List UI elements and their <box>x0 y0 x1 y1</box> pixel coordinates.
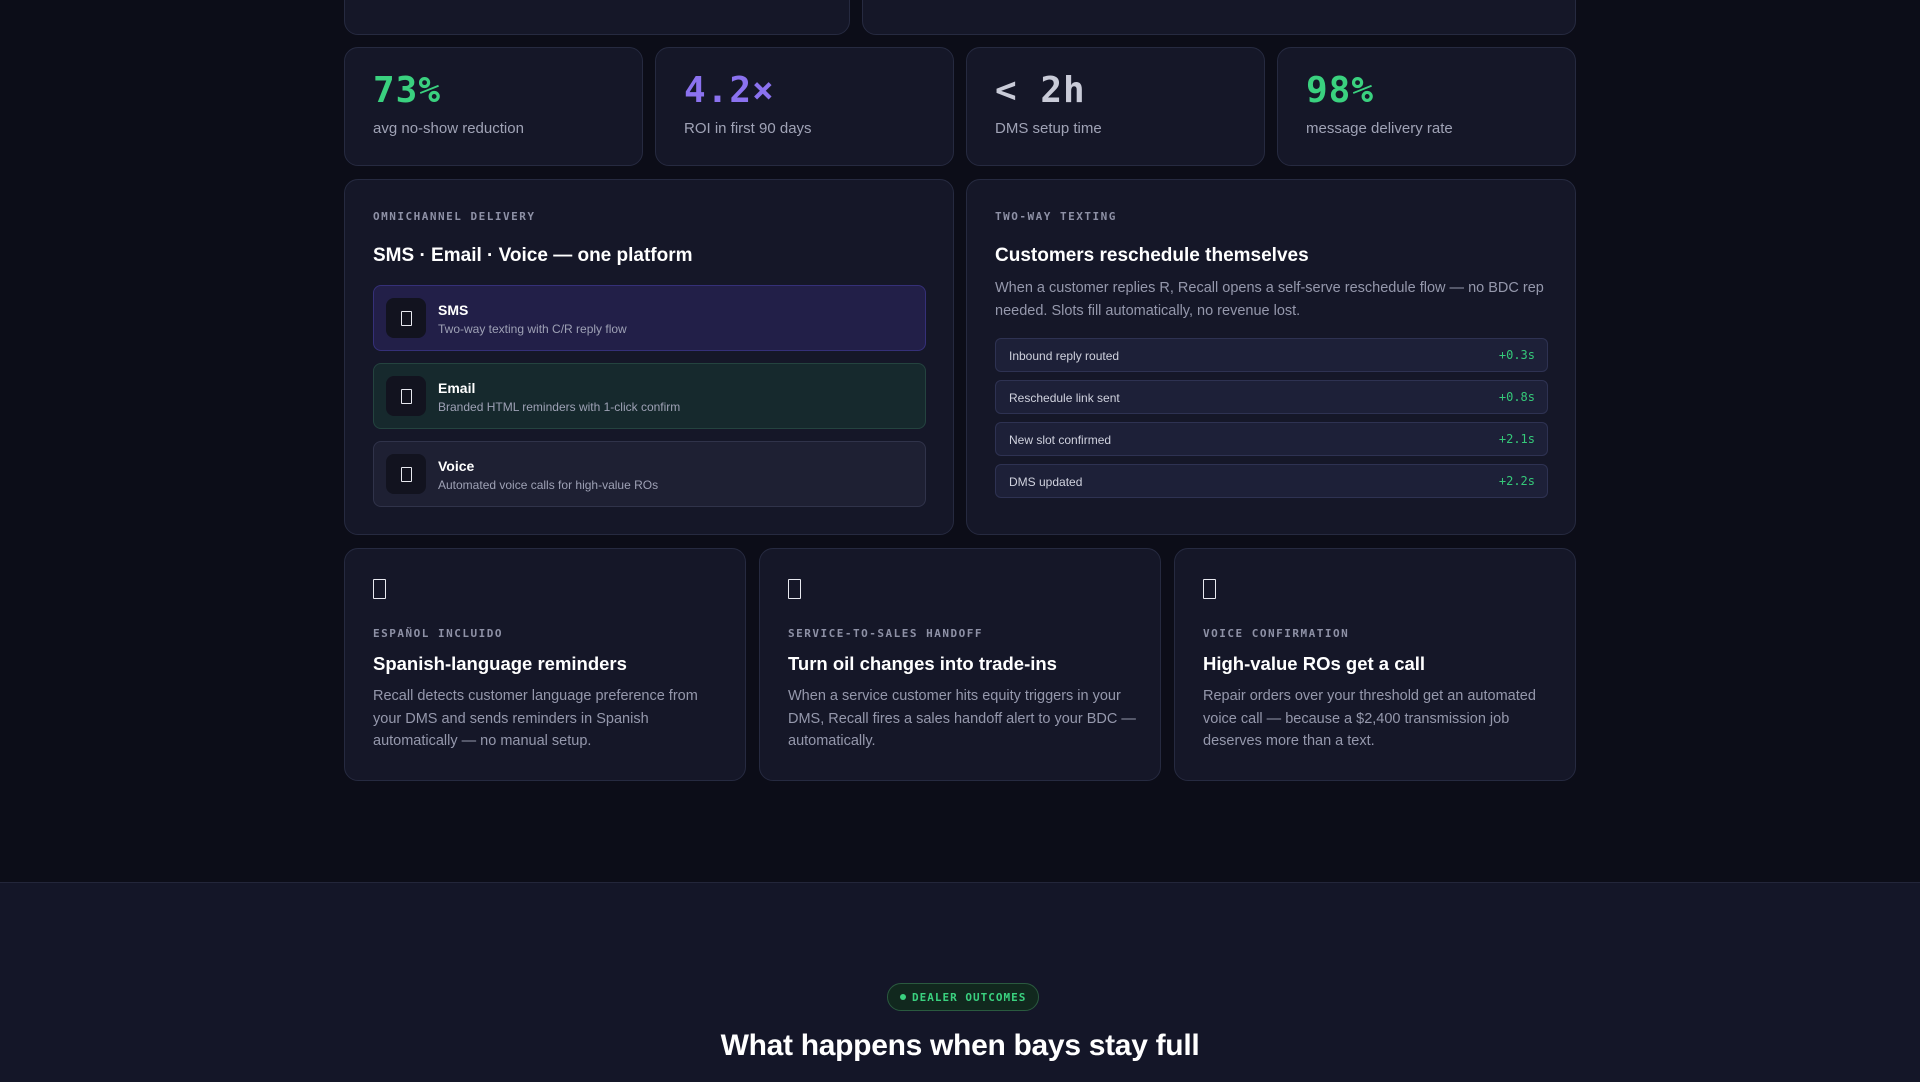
timeline-label: DMS updated <box>1009 475 1083 489</box>
feature-eyebrow: VOICE CONFIRMATION <box>1203 627 1350 640</box>
timeline-row: DMS updated +2.2s <box>995 464 1548 498</box>
badge-dot-icon <box>900 994 906 1000</box>
phone-icon <box>386 454 426 494</box>
message-icon <box>386 298 426 338</box>
feature-eyebrow: SERVICE-TO-SALES HANDOFF <box>788 627 983 640</box>
globe-icon <box>373 579 393 607</box>
stat-card-no-show: 73% avg no-show reduction <box>344 47 643 166</box>
feature-body: Recall detects customer language prefere… <box>373 688 698 749</box>
timeline-time: +2.2s <box>1498 474 1535 488</box>
timeline-row: New slot confirmed +2.1s <box>995 422 1548 456</box>
feature-card-handoff: SERVICE-TO-SALES HANDOFF Turn oil change… <box>759 548 1161 781</box>
two-way-title: Customers reschedule themselves <box>995 245 1309 266</box>
section-title: What happens when bays stay full <box>720 1029 1200 1062</box>
timeline-time: +2.1s <box>1498 432 1535 446</box>
feature-body: When a service customer hits equity trig… <box>788 688 1136 749</box>
top-card-left <box>344 0 850 35</box>
stat-card-delivery: 98% message delivery rate <box>1277 47 1576 166</box>
feature-title: Turn oil changes into trade-ins <box>788 653 1057 674</box>
stat-card-setup: < 2h DMS setup time <box>966 47 1265 166</box>
stat-value: 98% <box>1306 70 1375 111</box>
top-card-right <box>862 0 1576 35</box>
handoff-icon <box>788 579 808 607</box>
timeline-label: Inbound reply routed <box>1009 349 1120 363</box>
stat-label: DMS setup time <box>995 120 1102 137</box>
timeline-time: +0.8s <box>1498 390 1535 404</box>
channel-voice[interactable]: Voice Automated voice calls for high-val… <box>373 441 926 507</box>
channel-name: SMS <box>438 302 469 318</box>
feature-card-spanish: ESPAÑOL INCLUIDO Spanish-language remind… <box>344 548 746 781</box>
section-badge: DEALER OUTCOMES <box>887 983 1040 1011</box>
channel-desc: Two-way texting with C/R reply flow <box>438 322 627 336</box>
channel-desc: Automated voice calls for high-value ROs <box>438 478 659 492</box>
stat-card-roi: 4.2× ROI in first 90 days <box>655 47 954 166</box>
two-way-card: TWO-WAY TEXTING Customers reschedule the… <box>966 179 1576 535</box>
stat-value: 4.2× <box>684 70 775 111</box>
feature-body: Repair orders over your threshold get an… <box>1203 688 1536 749</box>
timeline-row: Reschedule link sent +0.8s <box>995 380 1548 414</box>
channel-name: Voice <box>438 458 475 474</box>
omnichannel-card: OMNICHANNEL DELIVERY SMS · Email · Voice… <box>344 179 954 535</box>
timeline-time: +0.3s <box>1498 348 1535 362</box>
omnichannel-title: SMS · Email · Voice — one platform <box>373 245 693 266</box>
badge-label: DEALER OUTCOMES <box>912 990 1027 1004</box>
two-way-eyebrow: TWO-WAY TEXTING <box>995 210 1117 223</box>
phone-icon <box>1203 579 1223 607</box>
mail-icon <box>386 376 426 416</box>
stat-label: ROI in first 90 days <box>684 120 812 137</box>
feature-title: Spanish-language reminders <box>373 653 627 674</box>
feature-title: High-value ROs get a call <box>1203 653 1426 674</box>
timeline-row: Inbound reply routed +0.3s <box>995 338 1548 372</box>
stat-label: message delivery rate <box>1306 120 1453 137</box>
two-way-body: When a customer replies R, Recall opens … <box>995 280 1544 319</box>
stat-value: < 2h <box>995 70 1086 111</box>
dealer-outcomes-section: DEALER OUTCOMES What happens when bays s… <box>0 882 1920 1082</box>
channel-name: Email <box>438 380 476 396</box>
feature-card-voice: VOICE CONFIRMATION High-value ROs get a … <box>1174 548 1576 781</box>
feature-eyebrow: ESPAÑOL INCLUIDO <box>373 627 503 640</box>
timeline-label: Reschedule link sent <box>1009 391 1120 405</box>
channel-sms[interactable]: SMS Two-way texting with C/R reply flow <box>373 285 926 351</box>
stat-label: avg no-show reduction <box>373 120 524 137</box>
timeline-label: New slot confirmed <box>1009 433 1112 447</box>
omnichannel-eyebrow: OMNICHANNEL DELIVERY <box>373 210 536 223</box>
stat-value: 73% <box>373 70 442 111</box>
channel-desc: Branded HTML reminders with 1-click conf… <box>438 400 681 414</box>
channel-email[interactable]: Email Branded HTML reminders with 1-clic… <box>373 363 926 429</box>
